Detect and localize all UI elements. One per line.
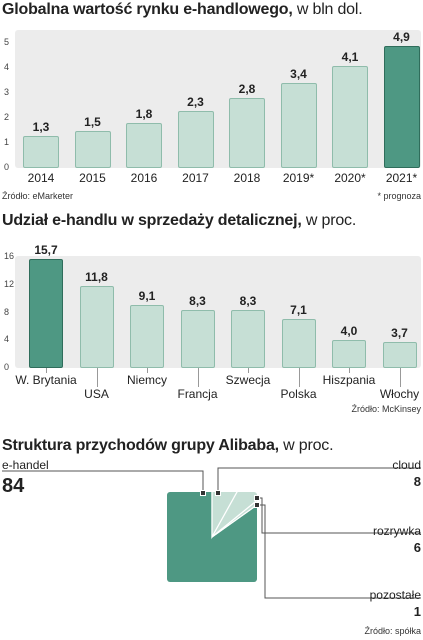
- chart1-ytick: 1: [4, 137, 10, 147]
- chart2-bar: [180, 310, 215, 368]
- chart1-note: * prognoza: [377, 191, 421, 201]
- chart2-category-label: Polska: [280, 387, 317, 401]
- chart1-ytick: 2: [4, 112, 10, 122]
- chart2-tick-line: [349, 368, 350, 373]
- chart2-value-label: 9,1: [138, 288, 156, 303]
- chart1-category-label: 2021*: [385, 171, 418, 185]
- chart3-leader-cloud: [217, 467, 421, 493]
- chart2-bar: [382, 342, 417, 368]
- chart1-category-label: 2014: [27, 171, 55, 185]
- chart1-bar: [126, 123, 162, 168]
- chart3-slice-rozrywka: [211, 492, 257, 538]
- chart3-marker-rozrywka: [254, 495, 260, 501]
- chart1-category-label: 2016: [130, 171, 158, 185]
- chart3-label: pozostałe: [369, 588, 421, 602]
- chart1-value-label: 2,3: [187, 94, 204, 109]
- chart2-title: Udział e-handlu w sprzedaży detalicznej,…: [2, 212, 356, 230]
- chart2-bar: [130, 304, 164, 368]
- chart3-title: Struktura przychodów grupy Alibaba, w pr…: [2, 437, 334, 455]
- chart3-title-bold: Struktura przychodów grupy Alibaba,: [2, 437, 279, 454]
- chart3-title-unit: w proc.: [283, 437, 334, 454]
- chart2-category-label: Niemcy: [126, 373, 167, 387]
- chart1-bar: [74, 130, 111, 168]
- chart2-bar: [231, 310, 265, 368]
- chart1-source: Źródło: eMarketer: [2, 191, 74, 201]
- chart3-marker-e-handel: [200, 490, 206, 496]
- chart2-value-label: 15,7: [34, 243, 58, 258]
- chart1-bar: [177, 110, 214, 168]
- chart3-slice-cloud: [211, 492, 257, 540]
- chart1-title: Globalna wartość rynku e-handlowego, w b…: [2, 1, 363, 19]
- chart3-value-label: 84: [2, 475, 25, 497]
- chart1-bar: [229, 98, 265, 168]
- chart2-source: Źródło: McKinsey: [351, 404, 421, 414]
- chart2-bar: [79, 286, 114, 368]
- chart2-value-label: 3,7: [391, 326, 408, 341]
- chart1-value-label: 1,5: [84, 114, 101, 129]
- chart2-bar: [281, 318, 316, 368]
- chart1-bar: [280, 83, 317, 168]
- chart2-category-label: Szwecja: [225, 373, 271, 387]
- chart2-tick-line: [96, 368, 98, 387]
- chart3-value-label: 6: [413, 540, 421, 555]
- chart1-category-label: 2020*: [334, 171, 366, 185]
- chart3-slice-pozosta-e: [211, 492, 257, 538]
- chart1-ytick: 0: [4, 162, 10, 172]
- chart1-ytick: 5: [4, 37, 10, 47]
- chart1-category-label: 2017: [182, 171, 209, 185]
- chart1-value-label: 1,3: [32, 119, 50, 134]
- chart3-marker-pozostale: [254, 502, 260, 508]
- chart2-category-label: W. Brytania: [15, 373, 77, 387]
- chart2-ytick: 4: [4, 334, 10, 345]
- chart2-category-label: Hiszpania: [322, 373, 376, 387]
- chart3-leader-pozostale: [258, 504, 421, 599]
- chart1-value-label: 2,8: [238, 82, 256, 96]
- chart1-value-label: 1,8: [135, 107, 153, 121]
- chart2-value-label: 8,3: [239, 294, 257, 309]
- chart1-category-label: 2018: [233, 171, 261, 185]
- chart2-bar: [29, 259, 63, 368]
- chart1-value-label: 4,9: [393, 29, 410, 44]
- chart2-category-label: Włochy: [379, 387, 420, 401]
- chart1-title-bold: Globalna wartość rynku e-handlowego,: [2, 1, 293, 18]
- chart3-label: e-handel: [2, 458, 49, 472]
- chart2-value-label: 8,3: [189, 294, 206, 309]
- chart3-value-label: 1: [413, 604, 421, 619]
- chart1-category-label: 2019*: [282, 171, 315, 185]
- chart1-bar: [23, 135, 59, 168]
- chart2-ytick: 0: [4, 362, 10, 372]
- chart2-tick-line: [147, 368, 148, 373]
- chart2-value-label: 4,0: [340, 324, 358, 339]
- chart2-tick-line: [248, 368, 249, 373]
- chart2-tick-line: [298, 368, 300, 387]
- chart2-tick-line: [46, 368, 47, 373]
- chart3-source: Źródło: spółka: [364, 626, 421, 636]
- chart3-marker-cloud: [215, 490, 221, 496]
- chart1-category-label: 2015: [79, 171, 106, 185]
- chart1-ytick: 4: [4, 62, 10, 72]
- chart2-category-label: Francja: [177, 387, 218, 401]
- chart2-bar: [332, 340, 366, 368]
- chart2-title-unit: w proc.: [305, 212, 357, 229]
- chart3-label: rozrywka: [372, 524, 421, 538]
- chart2-ytick: 8: [4, 306, 10, 317]
- chart3-label: cloud: [392, 458, 421, 472]
- chart2-category-label: USA: [84, 387, 109, 401]
- chart1-ytick: 3: [4, 87, 10, 97]
- chart1-bar: [383, 45, 420, 168]
- chart3-leader-e-handel: [2, 470, 204, 493]
- chart2-ytick: 12: [4, 278, 15, 289]
- chart2-value-label: 11,8: [85, 270, 108, 285]
- chart1-title-unit: w bln dol.: [296, 1, 363, 18]
- chart1-bar: [332, 65, 368, 168]
- chart2-ytick: 16: [4, 251, 15, 261]
- chart2-tick-line: [197, 368, 199, 387]
- chart1-value-label: 4,1: [341, 49, 359, 64]
- chart3-value-label: 8: [413, 474, 421, 489]
- chart2-tick-line: [399, 368, 401, 387]
- chart2-title-bold: Udział e-handlu w sprzedaży detalicznej,: [2, 212, 302, 229]
- chart2-value-label: 7,1: [290, 302, 307, 317]
- chart1-value-label: 3,4: [290, 67, 307, 81]
